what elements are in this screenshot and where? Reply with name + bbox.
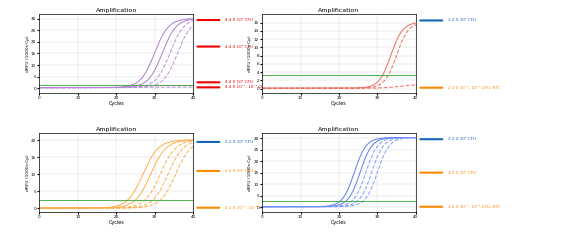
Text: 4.4 X 10¹ CFU: 4.4 X 10¹ CFU (225, 45, 253, 49)
Text: 2.2 X 10² CFU: 2.2 X 10² CFU (448, 19, 476, 22)
X-axis label: Cycles: Cycles (331, 220, 347, 225)
Y-axis label: dRFU (1000s·Cp): dRFU (1000s·Cp) (248, 154, 252, 191)
Title: Amplification: Amplification (96, 127, 137, 132)
Text: 2.2 X 10¹ CFU: 2.2 X 10¹ CFU (225, 169, 253, 173)
Title: Amplification: Amplification (319, 127, 360, 132)
Text: 4.4 X 10⁰ CFU: 4.4 X 10⁰ CFU (225, 80, 253, 84)
X-axis label: Cycles: Cycles (331, 101, 347, 106)
Text: 2.2 X 10⁻¹- 10⁻² CFU, NTC: 2.2 X 10⁻¹- 10⁻² CFU, NTC (448, 86, 501, 90)
Y-axis label: dRFU (1000s·Cp): dRFU (1000s·Cp) (248, 35, 252, 72)
Text: 2.2 X 10⁻¹- 10⁻² CFU, NTC: 2.2 X 10⁻¹- 10⁻² CFU, NTC (448, 205, 501, 209)
Text: 4.4 X 10⁻¹- 10⁻² CFU, NTC: 4.4 X 10⁻¹- 10⁻² CFU, NTC (225, 85, 278, 89)
Title: Amplification: Amplification (96, 8, 137, 13)
Title: Amplification: Amplification (319, 8, 360, 13)
Y-axis label: dRFU (1000s·Cp): dRFU (1000s·Cp) (25, 154, 30, 191)
Y-axis label: dRFU (1000s·Cp): dRFU (1000s·Cp) (25, 35, 30, 72)
Text: 2.2 X 10² CFU: 2.2 X 10² CFU (225, 140, 253, 144)
Text: 2.2 X 10¹ CFU: 2.2 X 10¹ CFU (448, 171, 476, 175)
X-axis label: Cycles: Cycles (108, 101, 124, 106)
Text: 2.2 X 10² CFU: 2.2 X 10² CFU (448, 137, 476, 141)
X-axis label: Cycles: Cycles (108, 220, 124, 225)
Text: 4.4 X 10² CFU: 4.4 X 10² CFU (225, 18, 253, 22)
Text: 2.2 X 10⁻¹- 10⁻² CFU, NTC: 2.2 X 10⁻¹- 10⁻² CFU, NTC (225, 206, 278, 210)
